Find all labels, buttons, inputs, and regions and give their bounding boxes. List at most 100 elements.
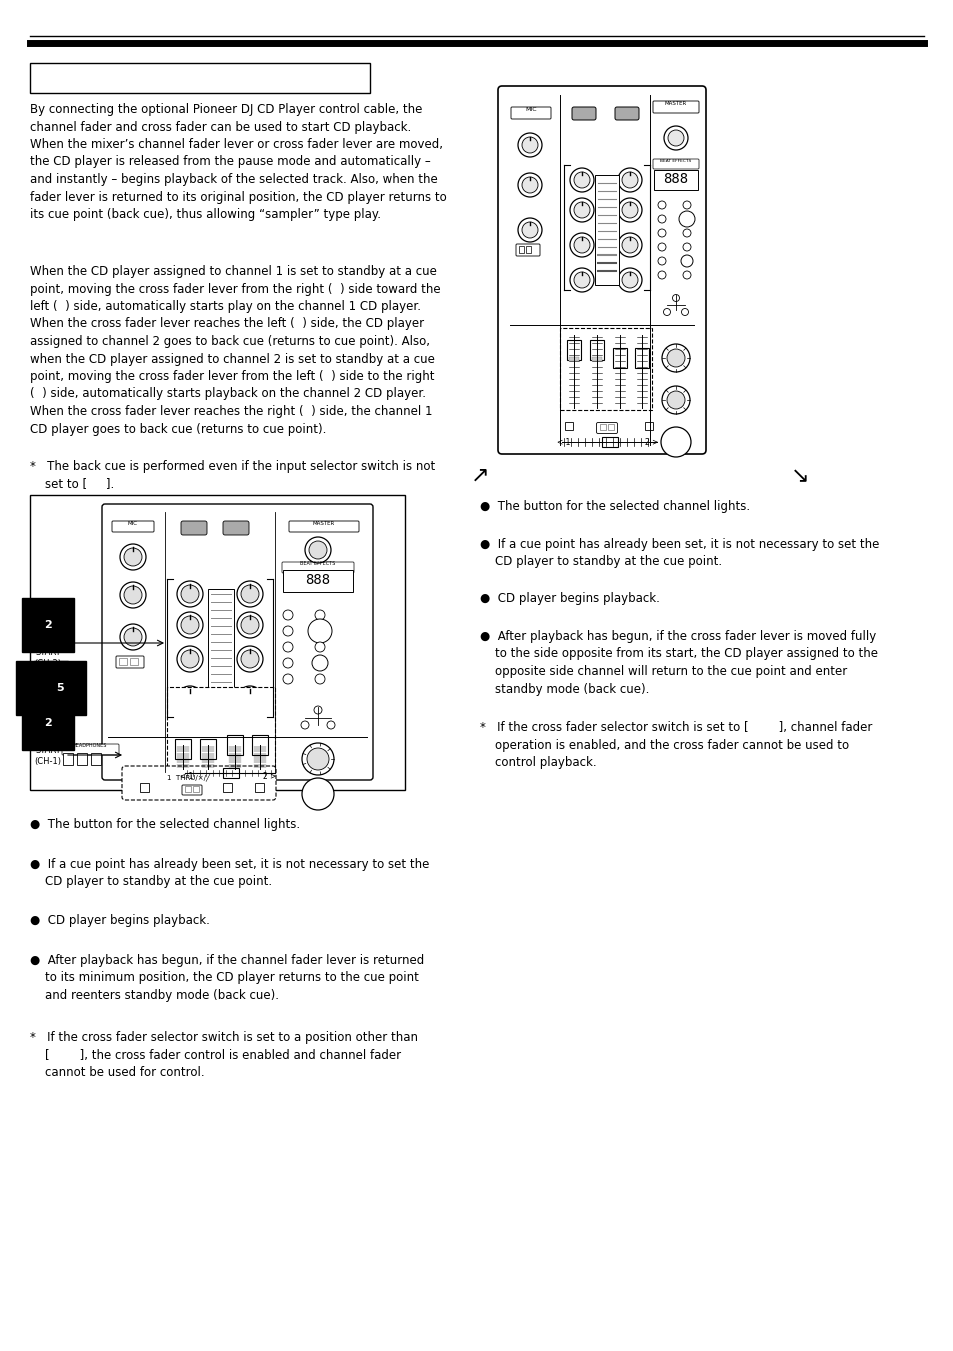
Circle shape — [661, 345, 689, 372]
Bar — [200, 739, 215, 759]
Circle shape — [662, 308, 670, 316]
Bar — [589, 340, 603, 359]
Text: 1  THRU/×/╱: 1 THRU/×/╱ — [167, 774, 210, 782]
Circle shape — [517, 218, 541, 242]
Bar — [30, 63, 370, 93]
Text: *   If the cross fader selector switch is set to [        ], channel fader
    o: * If the cross fader selector switch is … — [479, 721, 871, 769]
Circle shape — [667, 130, 683, 146]
FancyBboxPatch shape — [102, 504, 373, 780]
Text: ●  CD player begins playback.: ● CD player begins playback. — [479, 592, 659, 605]
Circle shape — [680, 308, 688, 316]
Circle shape — [241, 650, 258, 667]
Circle shape — [658, 230, 665, 236]
Text: HEADPHONES: HEADPHONES — [72, 743, 107, 748]
Bar — [77, 753, 87, 765]
Text: < 1: < 1 — [180, 771, 193, 781]
Circle shape — [301, 721, 309, 730]
Circle shape — [569, 199, 594, 222]
Text: BEAT EFFECTS: BEAT EFFECTS — [300, 561, 335, 566]
Text: *   The back cue is performed even if the input selector switch is not
    set t: * The back cue is performed even if the … — [30, 459, 435, 490]
Text: MASTER: MASTER — [664, 101, 686, 105]
Circle shape — [621, 272, 638, 288]
Circle shape — [682, 243, 690, 251]
Bar — [559, 328, 651, 409]
Bar — [130, 658, 138, 665]
Circle shape — [314, 707, 322, 713]
Circle shape — [241, 585, 258, 603]
Circle shape — [120, 544, 146, 570]
Bar — [635, 349, 648, 367]
FancyBboxPatch shape — [223, 521, 249, 535]
FancyBboxPatch shape — [122, 766, 275, 800]
Bar — [193, 786, 199, 792]
Circle shape — [521, 222, 537, 238]
FancyBboxPatch shape — [497, 86, 705, 454]
Circle shape — [177, 581, 203, 607]
Text: 2: 2 — [44, 620, 51, 630]
Circle shape — [327, 721, 335, 730]
Circle shape — [680, 255, 692, 267]
Text: 888: 888 — [305, 573, 331, 586]
Circle shape — [521, 177, 537, 193]
Circle shape — [658, 272, 665, 280]
Bar — [30, 494, 405, 790]
Circle shape — [660, 427, 690, 457]
Circle shape — [124, 586, 142, 604]
Bar — [91, 753, 101, 765]
Text: BEAT EFFECTS: BEAT EFFECTS — [659, 159, 691, 163]
Text: ↗: ↗ — [470, 466, 489, 486]
Circle shape — [682, 201, 690, 209]
Text: When the CD player assigned to channel 1 is set to standby at a cue
point, movin: When the CD player assigned to channel 1… — [30, 265, 440, 435]
Circle shape — [312, 655, 328, 671]
FancyBboxPatch shape — [282, 562, 354, 573]
FancyBboxPatch shape — [652, 159, 699, 169]
Text: ●  If a cue point has already been set, it is not necessary to set the
    CD pl: ● If a cue point has already been set, i… — [479, 538, 879, 569]
FancyBboxPatch shape — [596, 423, 617, 434]
FancyBboxPatch shape — [615, 107, 639, 120]
Circle shape — [302, 778, 334, 811]
Text: ●  The button for the selected channel lights.: ● The button for the selected channel li… — [30, 817, 300, 831]
Circle shape — [241, 616, 258, 634]
Bar — [592, 357, 601, 361]
Bar — [227, 735, 243, 755]
Circle shape — [574, 272, 589, 288]
Bar — [208, 589, 233, 698]
Bar — [613, 349, 626, 367]
Circle shape — [236, 612, 263, 638]
Circle shape — [177, 686, 203, 712]
Circle shape — [124, 628, 142, 646]
Text: 2 >: 2 > — [263, 771, 276, 781]
Bar — [185, 786, 191, 792]
Circle shape — [658, 243, 665, 251]
Bar — [140, 784, 149, 792]
Circle shape — [521, 136, 537, 153]
Circle shape — [569, 232, 594, 257]
Bar — [595, 176, 618, 285]
FancyBboxPatch shape — [572, 107, 596, 120]
Text: *   If the cross fader selector switch is set to a position other than
    [    : * If the cross fader selector switch is … — [30, 1031, 417, 1079]
Circle shape — [283, 626, 293, 636]
Circle shape — [283, 658, 293, 667]
Circle shape — [666, 349, 684, 367]
Circle shape — [663, 126, 687, 150]
Circle shape — [236, 646, 263, 671]
Circle shape — [314, 674, 325, 684]
Bar — [223, 767, 239, 778]
Bar — [518, 246, 523, 253]
Bar — [644, 422, 652, 430]
Bar — [601, 436, 618, 447]
Text: ↘: ↘ — [790, 466, 808, 486]
Text: ●  After playback has begun, if the channel fader lever is returned
    to its m: ● After playback has begun, if the chann… — [30, 954, 424, 1002]
Circle shape — [672, 295, 679, 301]
Circle shape — [120, 624, 146, 650]
Text: ●  CD player begins playback.: ● CD player begins playback. — [30, 915, 210, 927]
Text: MASTER: MASTER — [313, 521, 335, 526]
FancyBboxPatch shape — [182, 785, 202, 794]
Text: ●  After playback has begun, if the cross fader lever is moved fully
    to the : ● After playback has begun, if the cross… — [479, 630, 877, 696]
Circle shape — [181, 690, 199, 708]
Circle shape — [661, 386, 689, 413]
Text: FADER
START
(CH-1): FADER START (CH-1) — [34, 735, 62, 766]
Circle shape — [618, 199, 641, 222]
Circle shape — [517, 173, 541, 197]
Text: 888: 888 — [662, 172, 688, 186]
